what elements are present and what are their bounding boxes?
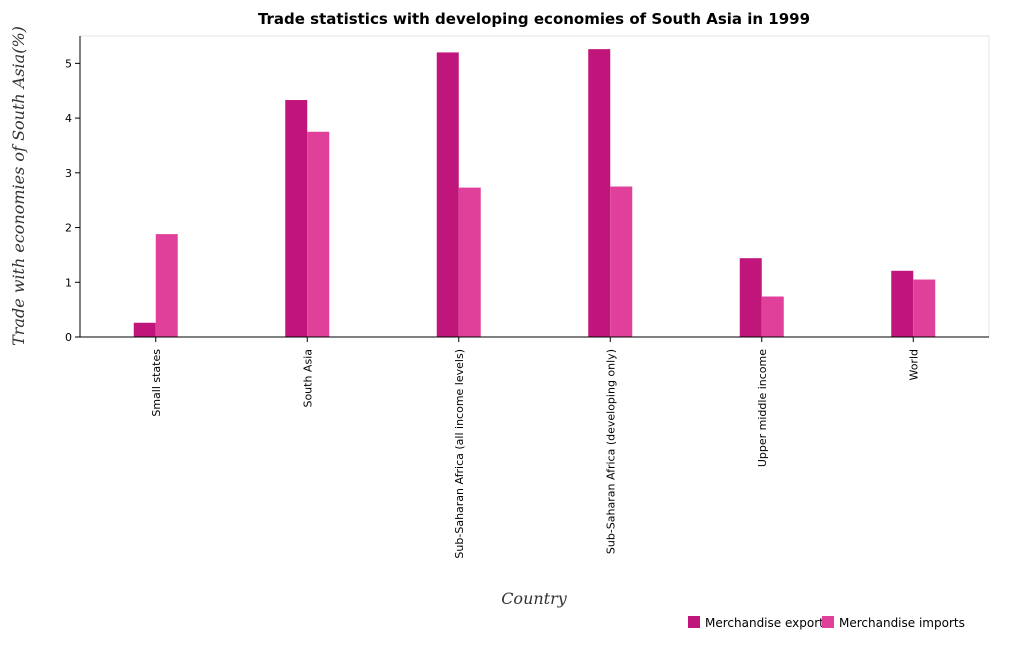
- bar-merchandise-imports-0: [156, 234, 178, 337]
- x-tick-label-3: Sub-Saharan Africa (developing only): [604, 349, 617, 554]
- bar-merchandise-imports-1: [307, 132, 329, 337]
- plot-area: [134, 49, 936, 337]
- y-tick-label-0: 0: [65, 331, 72, 344]
- legend-label-0: Merchandise exports: [705, 616, 830, 630]
- x-tick-label-0: Small states: [150, 349, 163, 417]
- y-tick-label-2: 2: [65, 222, 72, 235]
- y-tick-label-5: 5: [65, 57, 72, 70]
- legend-swatch-1: [822, 616, 834, 628]
- bar-merchandise-imports-5: [913, 280, 935, 337]
- bar-merchandise-imports-4: [762, 297, 784, 337]
- bar-merchandise-exports-5: [891, 271, 913, 337]
- bar-merchandise-imports-2: [459, 188, 481, 337]
- bar-merchandise-exports-0: [134, 323, 156, 337]
- x-tick-label-1: South Asia: [301, 349, 314, 408]
- y-axis-ticks: 0 1 2 3 4 5: [65, 57, 80, 344]
- legend-swatch-0: [688, 616, 700, 628]
- bar-merchandise-imports-3: [610, 187, 632, 338]
- legend: Merchandise exports Merchandise imports: [688, 616, 965, 630]
- y-tick-label-4: 4: [65, 112, 72, 125]
- bar-merchandise-exports-1: [285, 100, 307, 337]
- x-axis-title: Country: [501, 589, 568, 608]
- bar-merchandise-exports-3: [588, 49, 610, 337]
- x-tick-label-4: Upper middle income: [756, 349, 769, 467]
- x-tick-label-2: Sub-Saharan Africa (all income levels): [453, 349, 466, 559]
- x-axis-ticks: Small states South Asia Sub-Saharan Africa…: [150, 337, 921, 559]
- legend-label-1: Merchandise imports: [839, 616, 965, 630]
- plot-frame: [80, 36, 989, 337]
- bar-merchandise-exports-2: [437, 52, 459, 337]
- bar-merchandise-exports-4: [740, 258, 762, 337]
- y-axis-title: Trade with economies of South Asia(%): [9, 26, 28, 346]
- y-tick-label-3: 3: [65, 167, 72, 180]
- y-tick-label-1: 1: [65, 276, 72, 289]
- chart-title: Trade statistics with developing economi…: [258, 10, 810, 28]
- x-tick-label-5: World: [907, 349, 920, 381]
